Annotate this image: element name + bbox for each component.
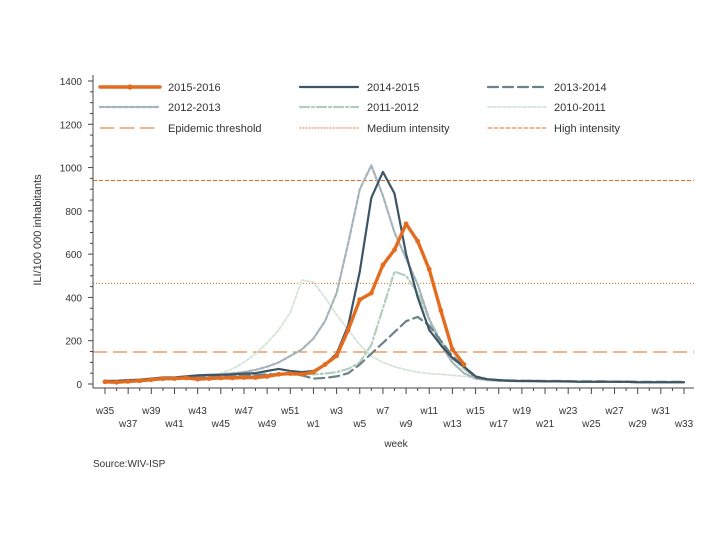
data-point-2015-2016 bbox=[253, 375, 258, 380]
x-tick-label: w3 bbox=[329, 406, 343, 417]
x-tick-label: w15 bbox=[465, 406, 485, 417]
data-point-2015-2016 bbox=[381, 263, 386, 268]
data-point-2015-2016 bbox=[149, 377, 154, 382]
legend: 2015-2016 2014-2015 2013-2014 2012-2013 2011… bbox=[100, 82, 621, 135]
legend-label: High intensity bbox=[554, 123, 621, 135]
data-point-2015-2016 bbox=[126, 379, 131, 384]
y-tick-label: 400 bbox=[65, 293, 82, 304]
legend-label: Medium intensity bbox=[367, 123, 450, 135]
data-point-2015-2016 bbox=[450, 347, 455, 352]
threshold-layer bbox=[93, 181, 694, 352]
y-tick-label: 1000 bbox=[60, 164, 83, 175]
data-point-2015-2016 bbox=[114, 380, 119, 385]
y-tick-label: 1200 bbox=[60, 120, 83, 131]
data-point-2015-2016 bbox=[346, 327, 351, 332]
data-point-2015-2016 bbox=[438, 308, 443, 313]
x-tick-label: w41 bbox=[164, 419, 184, 430]
x-tick-label: w5 bbox=[352, 419, 366, 430]
source-note: Source:WIV-ISP bbox=[93, 459, 166, 470]
legend-label: Epidemic threshold bbox=[168, 123, 262, 135]
data-point-2015-2016 bbox=[195, 377, 200, 382]
x-tick-label: w43 bbox=[187, 406, 207, 417]
x-tick-label: w31 bbox=[651, 406, 671, 417]
y-tick-label: 1400 bbox=[60, 77, 83, 88]
x-tick-label: w45 bbox=[211, 419, 231, 430]
x-tick-label: w39 bbox=[141, 406, 161, 417]
data-point-2015-2016 bbox=[323, 362, 328, 367]
series-line-2013-2014 bbox=[105, 317, 684, 382]
y-tick-label: 200 bbox=[65, 337, 82, 348]
data-point-2015-2016 bbox=[184, 376, 189, 381]
data-point-2015-2016 bbox=[242, 375, 247, 380]
x-axis: w35 w39 w43 w47 w51 w3 w7 w11 w15 w19 w23 w27 w31 w37… bbox=[93, 388, 694, 430]
data-point-2015-2016 bbox=[218, 376, 223, 381]
legend-marker bbox=[127, 84, 132, 89]
x-tick-label: w1 bbox=[306, 419, 320, 430]
data-point-2015-2016 bbox=[334, 353, 339, 358]
legend-label: 2012-2013 bbox=[168, 102, 221, 114]
legend-label: 2010-2011 bbox=[554, 102, 606, 114]
data-point-2015-2016 bbox=[288, 371, 293, 376]
x-tick-label: w25 bbox=[581, 419, 601, 430]
x-tick-label: w37 bbox=[118, 419, 138, 430]
legend-label: 2014-2015 bbox=[367, 82, 420, 94]
x-tick-label: w13 bbox=[442, 419, 462, 430]
x-tick-label: w49 bbox=[257, 419, 277, 430]
data-point-2015-2016 bbox=[357, 297, 362, 302]
x-tick-label: w35 bbox=[95, 406, 115, 417]
x-tick-label: w27 bbox=[604, 406, 624, 417]
data-point-2015-2016 bbox=[161, 376, 166, 381]
data-point-2015-2016 bbox=[415, 239, 420, 244]
x-tick-label: w19 bbox=[512, 406, 532, 417]
legend-label: 2015-2016 bbox=[168, 82, 221, 94]
data-point-2015-2016 bbox=[311, 370, 316, 375]
x-tick-label: w9 bbox=[399, 419, 413, 430]
data-point-2015-2016 bbox=[299, 372, 304, 377]
data-point-2015-2016 bbox=[103, 379, 108, 384]
x-tick-label: w17 bbox=[489, 419, 509, 430]
series-line-2011-2012 bbox=[105, 272, 684, 383]
x-tick-label: w23 bbox=[558, 406, 578, 417]
x-axis-label: week bbox=[383, 439, 408, 450]
y-axis: 0 200 400 600 800 1000 1200 1400 bbox=[60, 75, 93, 391]
ili-chart: 0 200 400 600 800 1000 1200 1400 w35 w39 w43 w47 w5… bbox=[0, 0, 720, 540]
data-point-2015-2016 bbox=[404, 221, 409, 226]
data-point-2015-2016 bbox=[369, 291, 374, 296]
x-tick-label: w47 bbox=[234, 406, 254, 417]
data-point-2015-2016 bbox=[207, 376, 212, 381]
x-tick-label: w7 bbox=[376, 406, 390, 417]
x-tick-label: w51 bbox=[280, 406, 300, 417]
x-tick-label: w29 bbox=[628, 419, 648, 430]
x-tick-label: w33 bbox=[674, 419, 694, 430]
y-tick-label: 0 bbox=[76, 380, 82, 391]
data-point-2015-2016 bbox=[276, 372, 281, 377]
data-point-2015-2016 bbox=[265, 374, 270, 379]
series-line-2014-2015 bbox=[105, 172, 684, 382]
y-axis-label: ILI/100 000 inhabitants bbox=[32, 174, 44, 286]
data-point-2015-2016 bbox=[462, 362, 467, 367]
data-point-2015-2016 bbox=[230, 376, 235, 381]
data-point-2015-2016 bbox=[427, 267, 432, 272]
legend-label: 2013-2014 bbox=[554, 82, 607, 94]
data-point-2015-2016 bbox=[392, 247, 397, 252]
x-tick-label: w21 bbox=[535, 419, 555, 430]
y-tick-label: 800 bbox=[65, 207, 82, 218]
data-point-2015-2016 bbox=[172, 376, 177, 381]
data-point-2015-2016 bbox=[137, 378, 142, 383]
y-tick-label: 600 bbox=[65, 250, 82, 261]
x-tick-label: w11 bbox=[419, 406, 438, 417]
legend-label: 2011-2012 bbox=[367, 102, 419, 114]
